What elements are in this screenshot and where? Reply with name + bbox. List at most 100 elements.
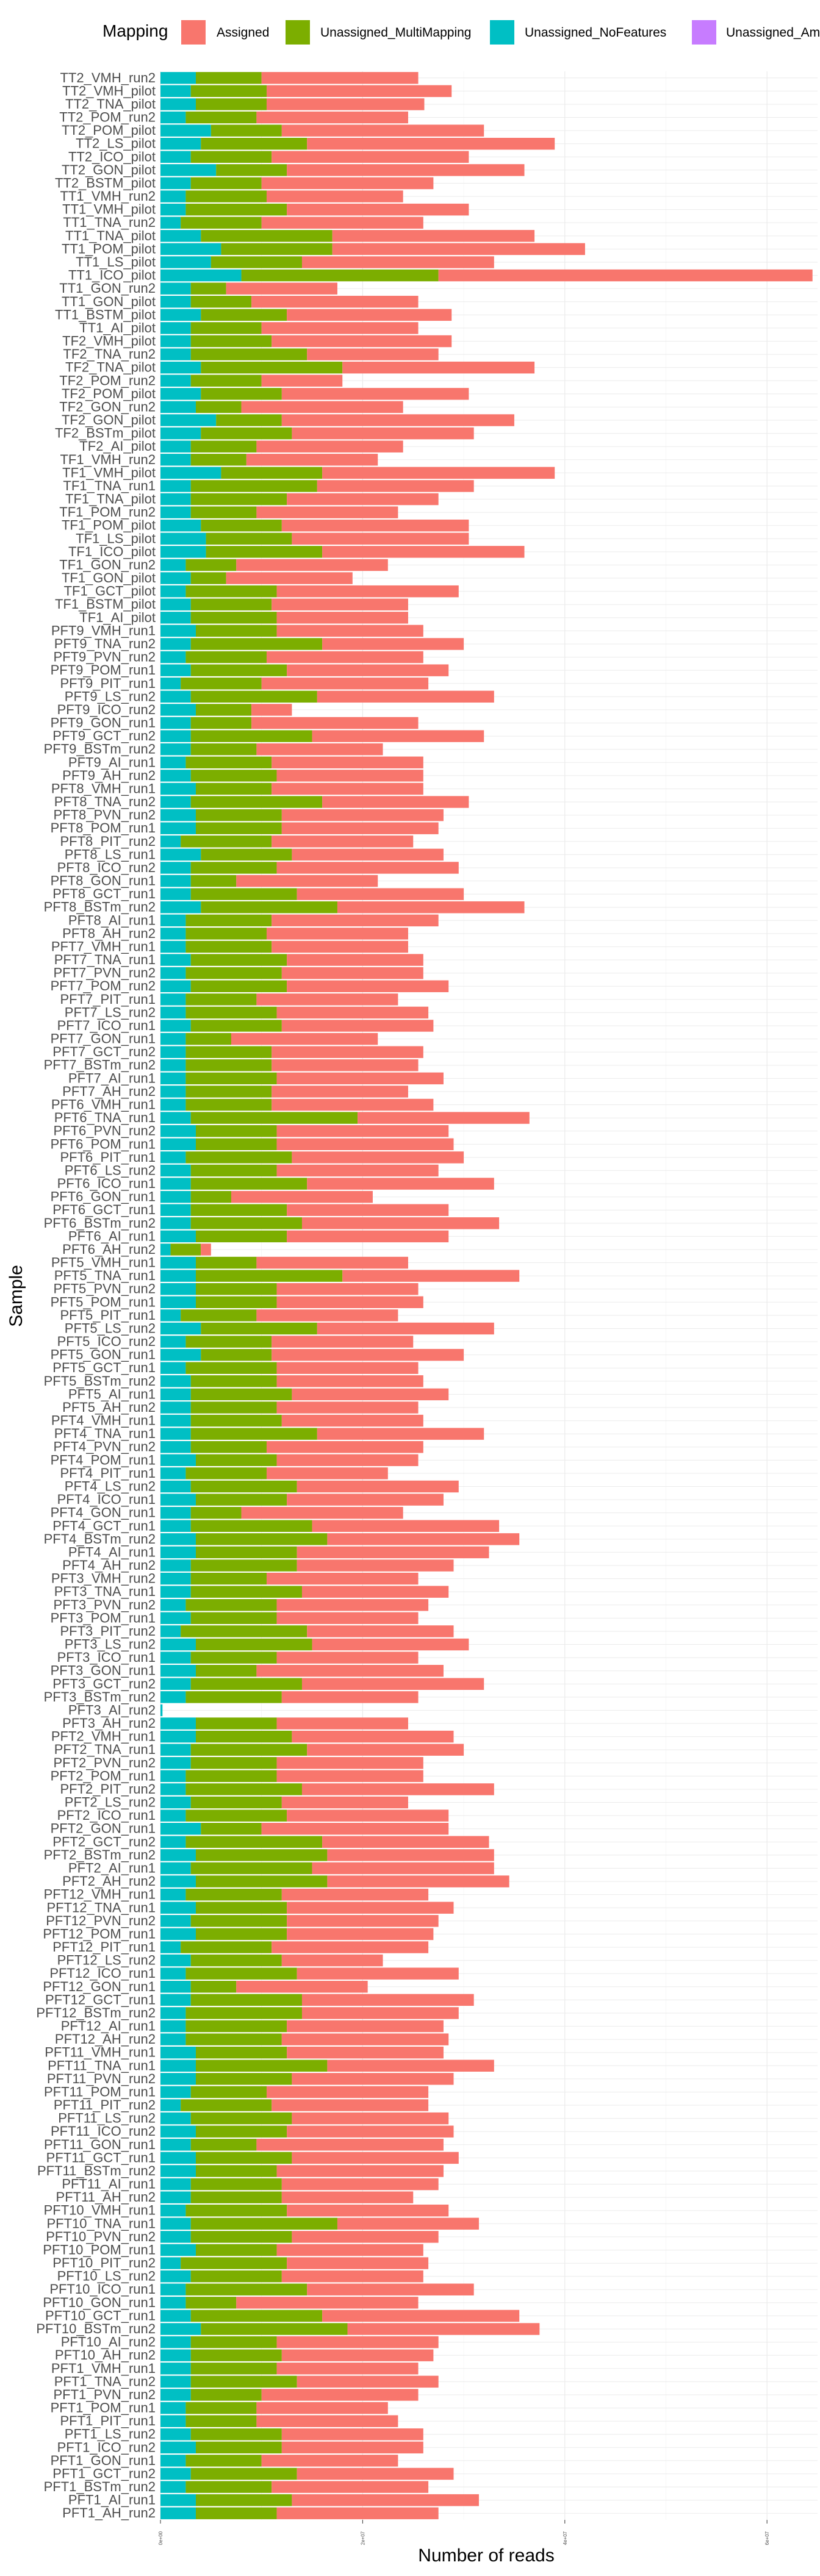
y-tick-label: TT1_GON_run2 — [59, 281, 156, 296]
bar-segment-nofeatures — [160, 875, 191, 887]
bar-segment-nofeatures — [160, 2467, 191, 2480]
bar-segment-nofeatures — [160, 1059, 186, 1072]
y-tick-label: PFT6_GCT_run1 — [52, 1202, 156, 1217]
bar-segment-assigned — [256, 1664, 444, 1677]
bar-segment-multimapping — [195, 1730, 292, 1743]
bar-segment-assigned — [251, 704, 292, 716]
y-tick-label: PFT7_AH_run2 — [62, 1084, 156, 1099]
bar-segment-multimapping — [195, 98, 267, 110]
y-tick-label: PFT7_POM_run2 — [51, 978, 156, 993]
y-tick-label: PFT9_POM_run1 — [51, 662, 156, 678]
y-tick-label: PFT5_AH_run2 — [62, 1400, 156, 1415]
bar-segment-multimapping — [190, 1428, 317, 1440]
bar-segment-assigned — [358, 1112, 530, 1124]
bar-segment-multimapping — [190, 480, 317, 492]
bar-segment-nofeatures — [160, 532, 206, 545]
bar-segment-assigned — [261, 374, 343, 387]
y-tick-label: TT2_VMH_run2 — [60, 70, 156, 85]
bar-segment-nofeatures — [160, 2309, 191, 2322]
bar-segment-nofeatures — [160, 361, 201, 374]
y-tick-label: PFT1_PVN_run2 — [53, 2387, 156, 2402]
bar-segment-nofeatures — [160, 388, 201, 400]
y-tick-label: PFT7_GCT_run2 — [52, 1044, 156, 1059]
bar-segment-assigned — [307, 1625, 454, 1637]
bar-segment-assigned — [347, 2323, 540, 2335]
bar-segment-assigned — [272, 782, 423, 795]
bar-segment-multimapping — [195, 2441, 282, 2453]
y-tick-label: PFT8_GCT_run1 — [52, 886, 156, 901]
bar-segment-assigned — [312, 1862, 494, 1875]
legend-title: Mapping — [103, 21, 168, 40]
bar-segment-nofeatures — [160, 1480, 191, 1493]
bar-segment-nofeatures — [160, 1849, 196, 1861]
bar-segment-nofeatures — [160, 2165, 196, 2177]
y-tick-label: PFT9_TNA_run2 — [54, 636, 156, 651]
bar-segment-multimapping — [190, 1572, 267, 1585]
bar-segment-nofeatures — [160, 585, 186, 598]
bar-segment-nofeatures — [160, 1243, 171, 1256]
y-tick-label: PFT8_AH_run2 — [62, 926, 156, 941]
bar-segment-multimapping — [201, 848, 292, 861]
bar-segment-nofeatures — [160, 1256, 196, 1269]
bar-segment-assigned — [266, 1441, 423, 1453]
bar-segment-multimapping — [190, 2231, 292, 2243]
bar-segment-nofeatures — [160, 1546, 196, 1559]
y-tick-labels: TT2_VMH_run2TT2_VMH_pilotTT2_TNA_pilotTT… — [36, 70, 156, 2521]
bar-segment-multimapping — [181, 2099, 272, 2111]
y-tick-label: PFT4_AI_run1 — [68, 1544, 156, 1559]
bar-segment-nofeatures — [160, 296, 191, 308]
bar-segment-multimapping — [190, 1954, 282, 1967]
bar-segment-assigned — [261, 2455, 398, 2467]
bar-segment-nofeatures — [160, 730, 191, 742]
bar-segment-multimapping — [185, 756, 272, 768]
bar-segment-assigned — [301, 256, 494, 268]
bar-segment-nofeatures — [160, 2244, 196, 2256]
bar-segment-assigned — [272, 1098, 434, 1111]
bar-segment-nofeatures — [160, 1125, 196, 1137]
bar-segment-assigned — [201, 1243, 211, 1256]
bar-segment-multimapping — [195, 2494, 292, 2506]
y-tick-label: PFT12_GCT_run1 — [45, 1992, 156, 2007]
y-tick-label: TT1_GON_pilot — [62, 294, 156, 309]
y-tick-label: PFT3_ICO_run1 — [57, 1650, 156, 1665]
bar-segment-nofeatures — [160, 1006, 186, 1019]
bar-segment-assigned — [272, 2099, 429, 2111]
bar-segment-multimapping — [185, 940, 272, 953]
bar-segment-nofeatures — [160, 1270, 196, 1282]
y-tick-label: PFT4_GON_run1 — [51, 1505, 156, 1520]
bar-segment-multimapping — [185, 928, 267, 940]
bar-segment-nofeatures — [160, 1730, 196, 1743]
bar-segment-assigned — [276, 1401, 419, 1414]
bar-segment-multimapping — [195, 1125, 277, 1137]
y-tick-label: PFT3_AH_run2 — [62, 1716, 156, 1731]
bar-segment-nofeatures — [160, 2178, 191, 2191]
y-tick-label: TF1_POM_pilot — [62, 518, 156, 533]
bar-segment-nofeatures — [160, 72, 196, 84]
y-tick-label: PFT11_POM_run1 — [44, 2084, 156, 2099]
y-tick-label: PFT12_GON_run1 — [43, 1979, 156, 1994]
bar-segment-nofeatures — [160, 1032, 186, 1045]
bar-segment-assigned — [292, 2112, 449, 2125]
y-tick-label: TT1_ICO_pilot — [68, 268, 156, 283]
y-tick-label: PFT7_AI_run1 — [68, 1070, 156, 1086]
bar-segment-assigned — [261, 2389, 419, 2401]
bar-segment-nofeatures — [160, 1717, 196, 1730]
bar-segment-nofeatures — [160, 1664, 196, 1677]
bar-segment-multimapping — [190, 374, 262, 387]
y-tick-label: PFT8_PVN_run2 — [53, 807, 156, 823]
bar-segment-multimapping — [185, 2297, 237, 2309]
bar-segment-multimapping — [190, 717, 252, 729]
bar-segment-nofeatures — [160, 124, 211, 137]
bar-segment-multimapping — [195, 2125, 287, 2138]
bar-segment-multimapping — [201, 388, 282, 400]
bar-segment-multimapping — [190, 875, 237, 887]
bar-segment-multimapping — [190, 1441, 267, 1453]
y-tick-label: PFT10_TNA_run1 — [46, 2216, 156, 2231]
y-tick-label: PFT7_ICO_run1 — [57, 1018, 156, 1033]
bar-segment-nofeatures — [160, 1875, 196, 1887]
bar-segment-assigned — [236, 1981, 368, 1993]
bar-segment-assigned — [301, 1994, 474, 2006]
bar-segment-multimapping — [195, 2152, 292, 2164]
y-tick-label: PFT3_PIT_run2 — [60, 1623, 156, 1639]
y-tick-label: PFT2_POM_run1 — [51, 1768, 156, 1783]
